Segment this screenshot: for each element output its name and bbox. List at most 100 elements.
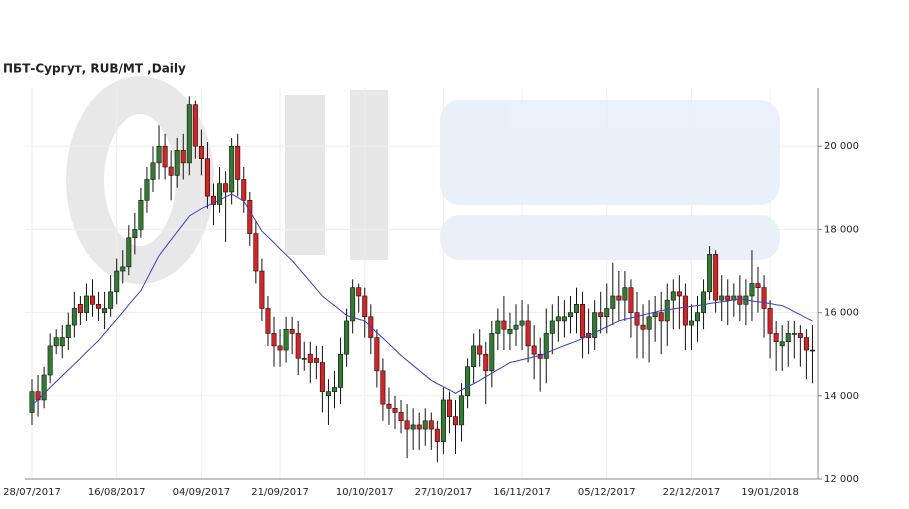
candle-body	[174, 150, 180, 176]
moving-average-line	[31, 193, 813, 406]
candle-body	[386, 403, 392, 409]
candle-body	[471, 345, 477, 367]
candle-body	[707, 254, 713, 293]
candle-body	[676, 291, 682, 297]
candle-body	[422, 420, 428, 430]
candle-body	[791, 333, 797, 335]
candle-body	[217, 183, 223, 205]
candle-body	[356, 287, 362, 297]
candle-body	[767, 308, 773, 334]
candle-body	[229, 145, 235, 193]
candle-body	[440, 399, 446, 442]
candle-body	[259, 270, 265, 309]
candle-body	[701, 291, 707, 313]
candle-body	[120, 266, 126, 272]
x-tick-label: 27/10/2017	[415, 487, 473, 498]
candle-body	[374, 337, 380, 372]
candle-body	[592, 312, 598, 338]
candle-body	[241, 179, 247, 201]
candle-body	[809, 349, 815, 352]
candle-body	[416, 424, 422, 430]
x-tick-label: 10/10/2017	[336, 487, 394, 498]
candles	[29, 96, 815, 463]
candle-body	[555, 316, 561, 322]
y-tick-label: 20 000	[824, 141, 859, 152]
candle-body	[223, 183, 229, 193]
candle-body	[598, 312, 604, 318]
candle-body	[501, 320, 507, 330]
candle-body	[77, 303, 83, 313]
candle-body	[713, 254, 719, 301]
candle-body	[398, 412, 404, 422]
x-tick-label: 19/01/2018	[741, 487, 799, 498]
candle-body	[295, 333, 301, 359]
candle-body	[59, 337, 65, 347]
candle-body	[489, 333, 495, 372]
candle-body	[465, 366, 471, 397]
candle-body	[289, 328, 295, 334]
candle-body	[198, 145, 204, 160]
candle-body	[604, 308, 610, 318]
candle-body	[132, 229, 138, 239]
candle-body	[96, 303, 102, 309]
candle-body	[459, 395, 465, 426]
candle-body	[580, 303, 586, 338]
x-tick-label: 05/12/2017	[578, 487, 636, 498]
candle-body	[204, 158, 210, 197]
chart-title: ПБТ-Сургут, RUB/MT ,Daily	[3, 62, 186, 76]
candle-body	[235, 145, 241, 180]
y-tick-label: 12 000	[824, 474, 859, 485]
candle-body	[392, 407, 398, 413]
candle-body	[573, 303, 579, 313]
candle-body	[682, 295, 688, 326]
candle-body	[483, 353, 489, 372]
candle-body	[380, 370, 386, 405]
candle-body	[114, 270, 120, 293]
candle-body	[749, 283, 755, 297]
candle-body	[525, 320, 531, 347]
candle-body	[452, 416, 458, 426]
candle-body	[640, 324, 646, 330]
candle-body	[670, 291, 676, 301]
candle-body	[531, 345, 537, 355]
candle-body	[325, 391, 331, 397]
candle-body	[192, 104, 198, 147]
candle-body	[519, 320, 525, 326]
candle-body	[652, 312, 658, 318]
candle-body	[616, 295, 622, 301]
candle-body	[338, 353, 344, 388]
candle-body	[344, 320, 350, 355]
y-tick-label: 14 000	[824, 391, 859, 402]
candle-body	[513, 324, 519, 330]
candle-body	[719, 295, 725, 301]
candle-body	[646, 316, 652, 330]
candle-body	[561, 316, 567, 322]
candle-body	[83, 295, 89, 313]
candle-body	[71, 308, 77, 326]
candle-body	[362, 295, 368, 318]
candle-body	[162, 145, 168, 168]
candle-body	[126, 237, 132, 268]
candle-body	[761, 287, 767, 309]
candle-body	[797, 333, 803, 338]
candle-body	[41, 374, 47, 401]
candle-body	[150, 162, 156, 180]
candle-body	[755, 283, 761, 288]
candle-body	[186, 104, 192, 164]
x-tick-label: 21/09/2017	[251, 487, 309, 498]
candle-body	[803, 337, 809, 351]
x-tick-label: 28/07/2017	[3, 487, 61, 498]
candle-body	[271, 333, 277, 347]
candle-body	[785, 333, 791, 343]
candle-body	[29, 391, 35, 413]
candle-body	[434, 428, 440, 442]
candle-body	[410, 424, 416, 430]
candle-body	[737, 295, 743, 305]
candle-body	[350, 287, 356, 322]
candle-body	[622, 287, 628, 301]
candle-body	[507, 328, 513, 334]
candle-body	[90, 295, 96, 305]
candle-body	[253, 233, 259, 272]
candle-body	[725, 295, 731, 301]
